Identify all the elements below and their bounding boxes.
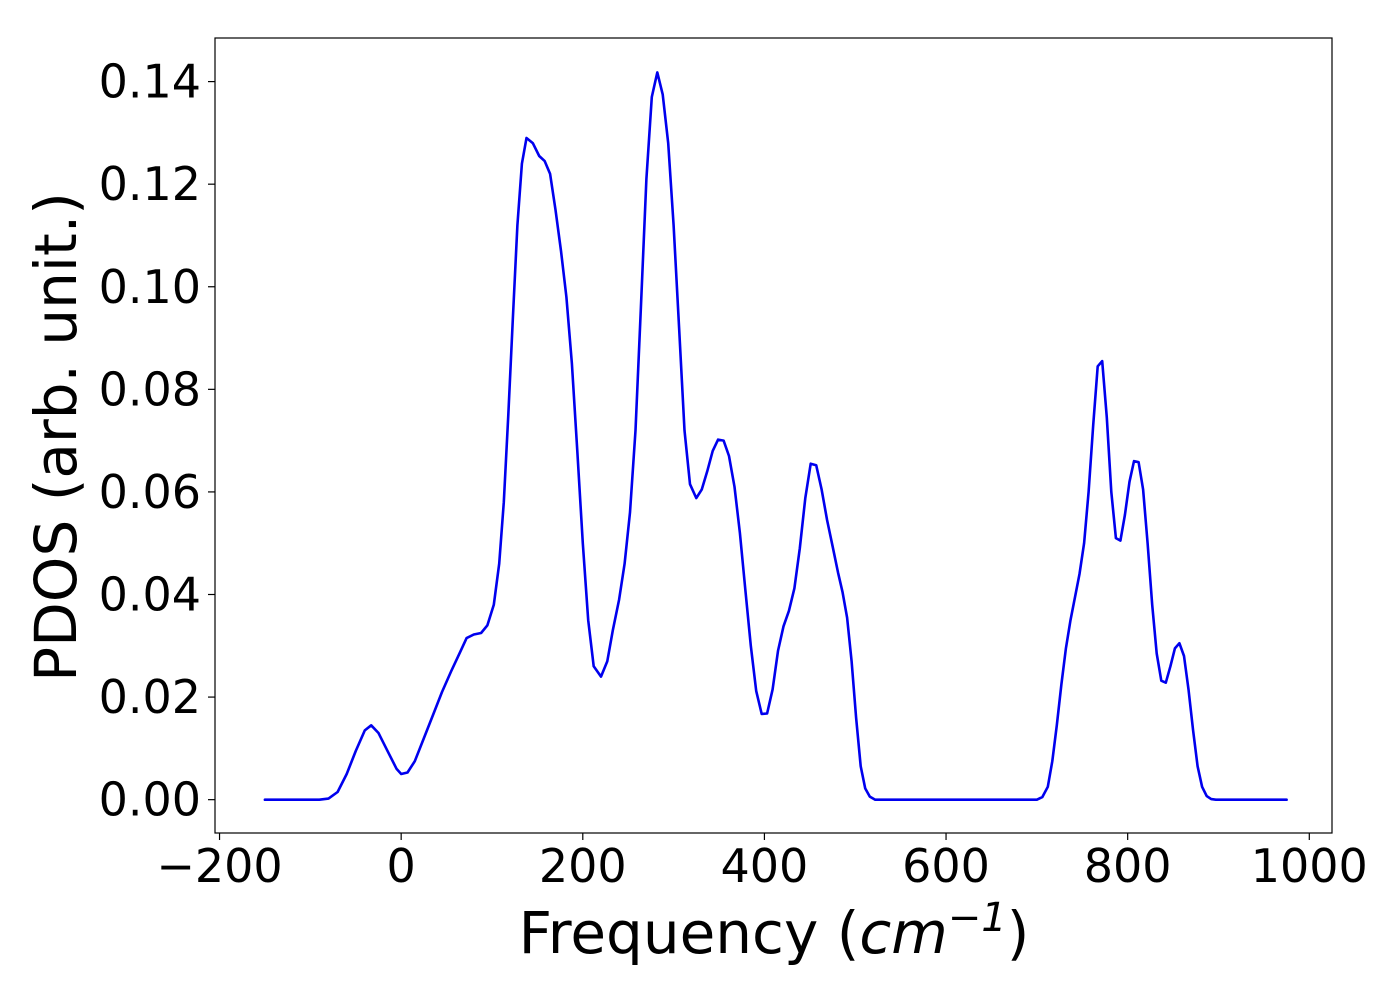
- x-tick-label: 400: [721, 839, 809, 893]
- x-tick-label: 0: [387, 839, 416, 893]
- plot-frame: [214, 37, 1333, 834]
- pdos-series-line: [263, 71, 1288, 801]
- plot-layer: [263, 71, 1288, 801]
- x-tick-label: −200: [156, 839, 282, 893]
- y-axis-label: PDOS (arb. unit.): [22, 192, 90, 682]
- x-axis-label-close-paren: ): [1007, 899, 1030, 967]
- y-tick-label: 0.14: [99, 55, 201, 109]
- y-tick-label: 0.06: [99, 465, 201, 519]
- y-tick-label: 0.04: [99, 568, 201, 622]
- y-tick-label: 0.10: [99, 260, 201, 314]
- y-tick-label: 0.12: [99, 157, 201, 211]
- y-axis-ticks: 0.00 0.02 0.04 0.06 0.08 0.10 0.12 0.14: [99, 55, 215, 827]
- y-tick-label: 0.02: [99, 670, 201, 724]
- y-tick-label: 0.08: [99, 362, 201, 416]
- x-tick-label: 200: [539, 839, 627, 893]
- x-tick-label: 1000: [1251, 839, 1368, 893]
- x-tick-label: 800: [1084, 839, 1172, 893]
- x-axis-label-unit: cm: [859, 899, 947, 967]
- x-axis-label-unit-exponent: −1: [948, 895, 1007, 941]
- x-axis-label: Frequency (cm−1): [519, 895, 1030, 967]
- x-tick-label: 600: [902, 839, 990, 893]
- x-axis-label-text: Frequency: [519, 899, 819, 967]
- x-axis-ticks: −200 0 200 400 600 800 1000: [156, 833, 1368, 893]
- x-axis-label-open-paren: (: [818, 899, 859, 967]
- y-tick-label: 0.00: [99, 773, 201, 827]
